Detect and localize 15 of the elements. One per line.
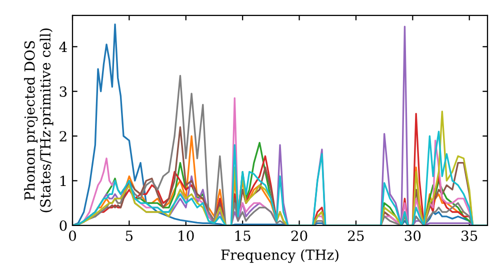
y-tick-label: 0 <box>60 220 67 231</box>
x-tick-label: 15 <box>235 230 250 242</box>
x-tick-label: 0 <box>68 230 76 242</box>
y-tick-label: 2 <box>60 131 66 142</box>
y-axis-title: Phonon projected DOS (States/THz·primitive cell) <box>24 28 54 212</box>
y-tick-label: 3 <box>60 86 67 97</box>
x-tick-label: 10 <box>178 230 194 242</box>
x-axis-title: Frequency (THz) <box>221 249 338 263</box>
y-tick-label: 1 <box>60 176 66 186</box>
x-tick-label: 5 <box>126 230 133 242</box>
x-tick-label: 35 <box>462 230 478 242</box>
x-tick-label: 30 <box>404 230 421 242</box>
y-tick-label: 4 <box>59 42 67 52</box>
x-tick-label: 20 <box>291 230 308 242</box>
x-tick-label: 25 <box>348 230 364 242</box>
